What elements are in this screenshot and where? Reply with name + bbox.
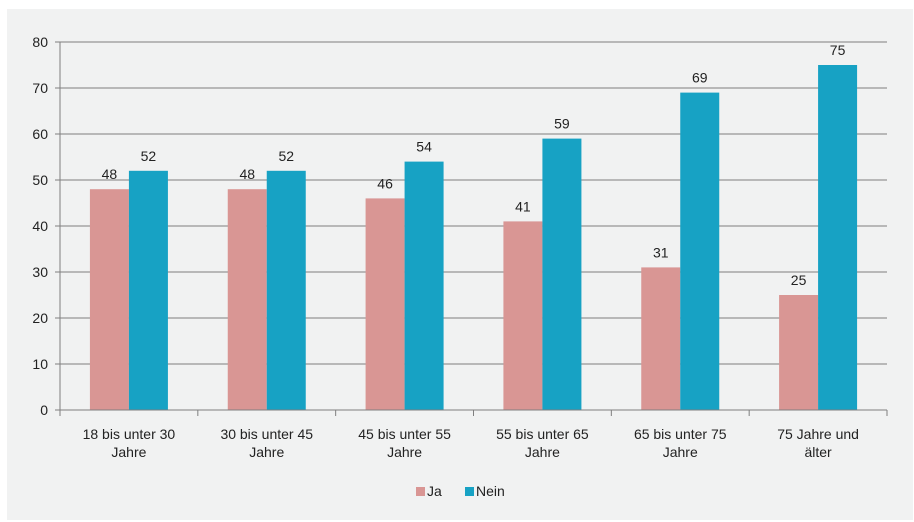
legend: Ja Nein: [416, 483, 505, 499]
x-category-label: älter: [804, 444, 832, 460]
x-category-label: Jahre: [387, 444, 422, 460]
data-label: 48: [239, 166, 255, 182]
legend-label: Ja: [427, 483, 442, 499]
bar-ja: [365, 198, 405, 410]
bar-ja: [89, 189, 129, 410]
bar-ja: [503, 221, 543, 410]
x-category-label: 45 bis unter 55: [358, 426, 451, 442]
chart-panel: 0 10 20 30 40 50 60 70 80 48 52 18 bis unter 30 Jah…: [7, 9, 913, 520]
data-label: 41: [515, 198, 531, 214]
bar-nein: [542, 138, 582, 410]
bar-nein: [266, 170, 306, 410]
bar-nein: [404, 161, 444, 410]
data-label: 54: [416, 139, 432, 155]
y-tick-label: 20: [32, 310, 48, 326]
legend-swatch: [465, 487, 474, 496]
data-label: 25: [791, 272, 807, 288]
y-tick-label: 0: [40, 402, 48, 418]
bar-nein: [128, 170, 168, 410]
bar-nein: [818, 65, 858, 410]
data-label: 31: [653, 244, 669, 260]
data-label: 52: [278, 148, 294, 164]
legend-label: Nein: [476, 483, 505, 499]
y-tick-label: 40: [32, 218, 48, 234]
x-category-label: 18 bis unter 30: [83, 426, 176, 442]
y-tick-label: 30: [32, 264, 48, 280]
y-tick-label: 60: [32, 126, 48, 142]
labels: 48 52 18 bis unter 30 Jahre 48 52 30 bis unter…: [83, 42, 859, 460]
x-category-label: Jahre: [111, 444, 146, 460]
bar-ja: [779, 295, 819, 410]
gridlines: [55, 41, 887, 411]
x-category-label: 30 bis unter 45: [220, 426, 313, 442]
legend-swatch: [416, 487, 425, 496]
y-tick-label: 70: [32, 80, 48, 96]
x-category-label: 75 Jahre und: [777, 426, 859, 442]
y-tick-label: 10: [32, 356, 48, 372]
y-tick-label: 80: [32, 34, 48, 50]
data-label: 52: [141, 148, 157, 164]
x-category-label: 55 bis unter 65: [496, 426, 589, 442]
y-tick-label: 50: [32, 172, 48, 188]
data-label: 75: [830, 42, 846, 58]
x-category-label: 65 bis unter 75: [634, 426, 727, 442]
bar-nein: [680, 92, 720, 410]
axes: 0 10 20 30 40 50 60 70 80: [32, 34, 888, 418]
bar-ja: [641, 267, 681, 410]
x-category-label: Jahre: [249, 444, 284, 460]
bars: [89, 65, 858, 410]
x-category-label: Jahre: [525, 444, 560, 460]
data-label: 48: [102, 166, 118, 182]
data-label: 46: [377, 175, 393, 191]
bar-chart: 0 10 20 30 40 50 60 70 80 48 52 18 bis unter 30 Jah…: [32, 34, 888, 499]
x-category-label: Jahre: [663, 444, 698, 460]
data-label: 59: [554, 116, 570, 132]
data-label: 69: [692, 70, 708, 86]
bar-ja: [227, 189, 267, 410]
